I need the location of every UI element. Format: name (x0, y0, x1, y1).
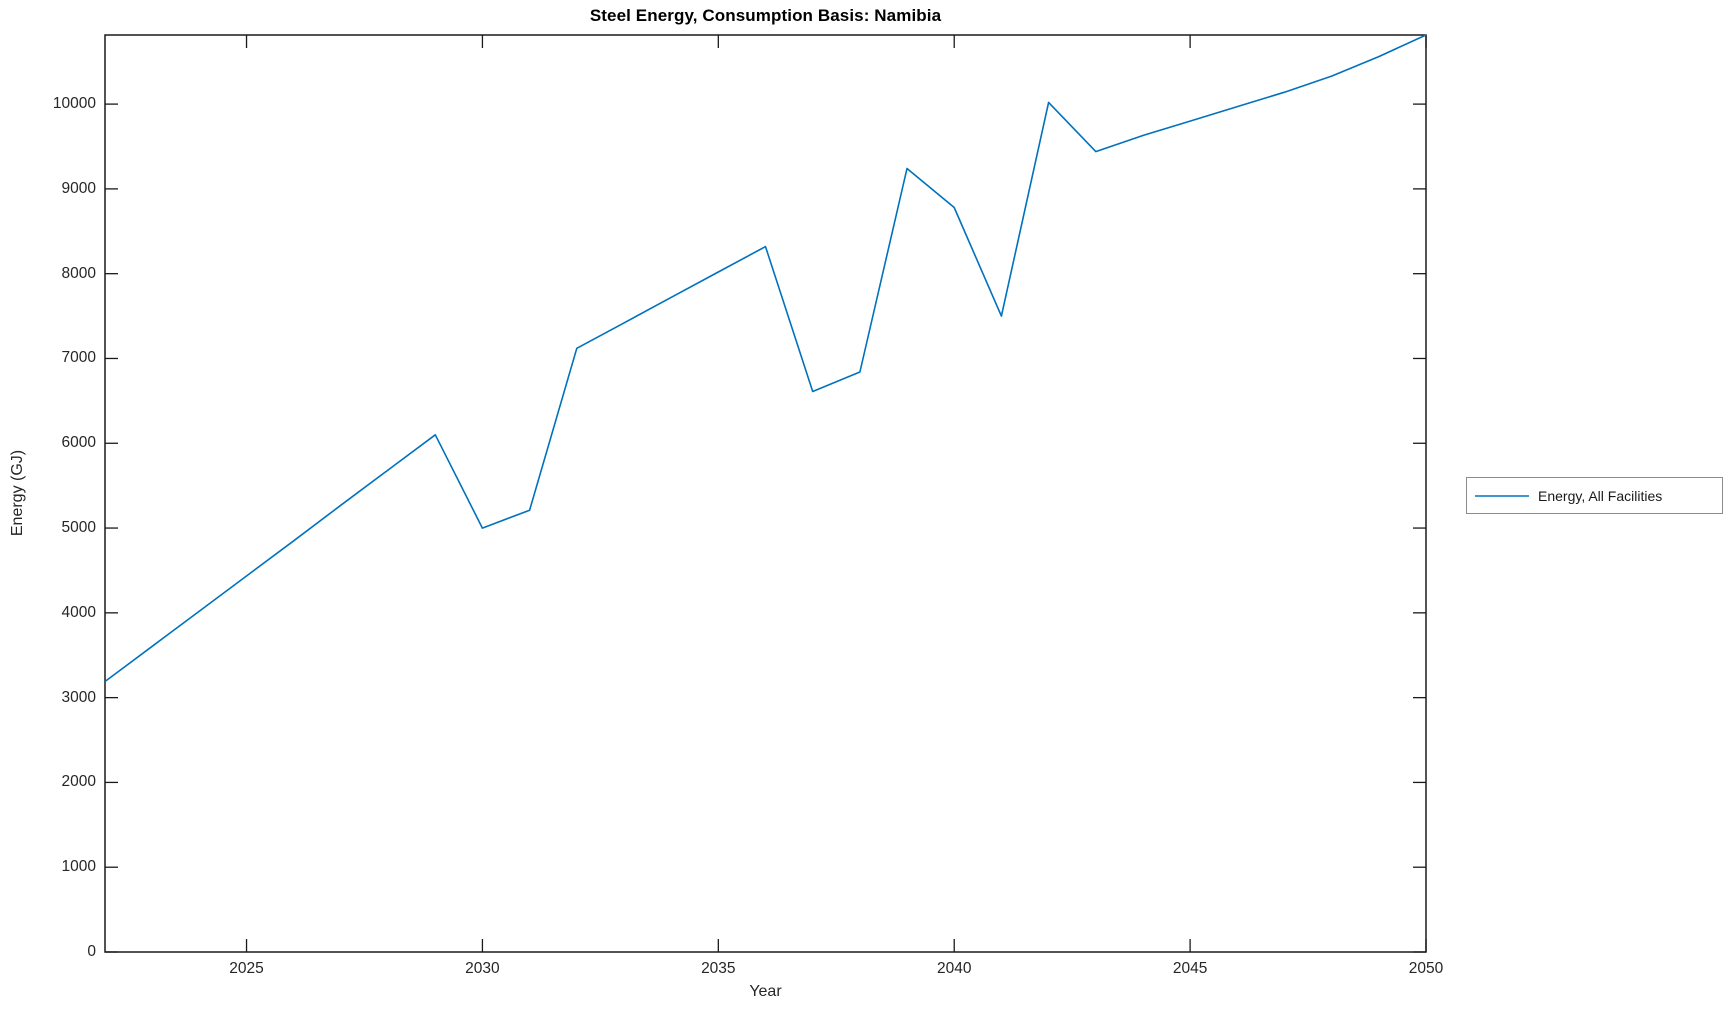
y-tick-label: 10000 (52, 95, 96, 113)
data-line (104, 34, 1427, 683)
x-tick-label: 2035 (701, 960, 736, 977)
x-tick-label: 2040 (936, 960, 972, 977)
y-tick-label: 0 (87, 943, 96, 960)
legend: Energy, All Facilities (1466, 477, 1723, 514)
x-tick-label: 2030 (465, 960, 500, 977)
legend-line-sample-icon (1475, 494, 1529, 497)
x-tick-label: 2025 (229, 960, 264, 977)
y-tick-label: 7000 (61, 349, 96, 367)
axes-box (104, 34, 1427, 953)
chart-title: Steel Energy, Consumption Basis: Namibia (589, 6, 942, 25)
y-tick-label: 9000 (61, 179, 96, 197)
legend-series-label: Energy, All Facilities (1538, 487, 1663, 504)
y-tick-label: 4000 (61, 603, 96, 621)
x-tick-label: 2050 (1408, 960, 1444, 977)
y-tick-label: 2000 (61, 773, 96, 791)
y-tick-label: 1000 (61, 858, 96, 876)
y-tick-label: 6000 (61, 434, 96, 452)
y-tick-label: 3000 (61, 688, 96, 706)
y-tick-label: 5000 (61, 519, 96, 537)
y-tick-label: 8000 (61, 264, 96, 282)
x-axis-label: Year (749, 983, 782, 1000)
x-tick-label: 2045 (1172, 960, 1208, 977)
